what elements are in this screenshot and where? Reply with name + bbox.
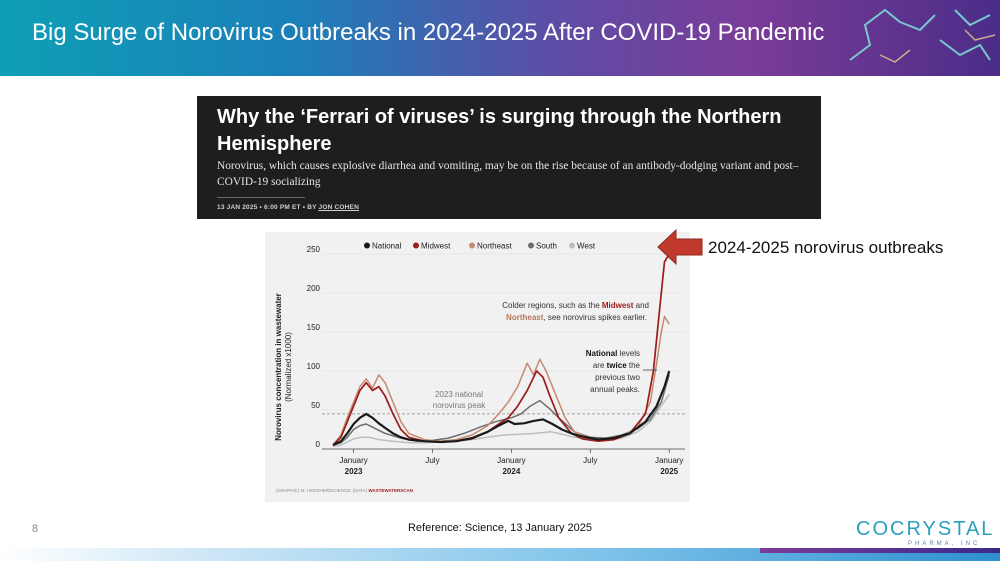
slide-title: Big Surge of Norovirus Outbreaks in 2024… bbox=[32, 19, 825, 46]
legend-dot-national bbox=[364, 242, 370, 249]
reference-label-line1: 2023 national bbox=[435, 390, 483, 399]
annotation-national-levels: National levels are twice the previous t… bbox=[586, 349, 657, 394]
article-by: BY bbox=[307, 204, 317, 211]
company-logo: COCRYSTAL PHARMA, INC bbox=[856, 518, 992, 548]
annotation-national-bold: National bbox=[586, 349, 618, 358]
legend-label-midwest: Midwest bbox=[421, 242, 451, 251]
y-tick-label-150: 150 bbox=[307, 323, 321, 332]
x-tick-month-2: January bbox=[497, 456, 525, 465]
article-divider bbox=[217, 197, 305, 198]
annotation-national-line4: annual peaks. bbox=[590, 385, 640, 394]
footer-accent-bar bbox=[760, 548, 1000, 553]
logo-sub-text: PHARMA, INC bbox=[908, 541, 981, 547]
y-axis-sublabel: (Normalized x1000) bbox=[284, 332, 293, 402]
callout-label: 2024-2025 norovirus outbreaks bbox=[708, 238, 944, 257]
chart-source-prefix: (GRAPHIC) M. HERSHER/SCIENCE; (DATA) bbox=[276, 488, 368, 493]
annotation-colder-pre: Colder regions, such as the bbox=[502, 301, 602, 310]
article-headline: Why the ‘Ferrari of viruses’ is surging … bbox=[217, 106, 782, 155]
y-axis-label: Norovirus concentration in wastewater bbox=[274, 293, 283, 441]
annotation-colder-post: , see norovirus spikes earlier. bbox=[543, 313, 647, 322]
annotation-national-the: the bbox=[627, 361, 641, 370]
meta-separator: • bbox=[302, 204, 308, 211]
annotation-colder-regions: Colder regions, such as the Midwest and … bbox=[502, 301, 649, 322]
x-tick-month-0: January bbox=[339, 456, 367, 465]
meta-separator: • bbox=[259, 204, 265, 211]
legend-label-south: South bbox=[536, 242, 557, 251]
chart-svg: 0 50 100 150 200 250 January 2023 July January 20… bbox=[274, 242, 685, 493]
chart-source-name: WASTEWATERSCAN bbox=[368, 488, 413, 493]
series-line-south bbox=[332, 374, 670, 446]
annotation-national-line1: National levels bbox=[586, 349, 640, 358]
annotation-colder-midwest: Midwest bbox=[602, 301, 634, 310]
annotation-national-levels-text: levels bbox=[617, 349, 640, 358]
annotation-national-line3: previous two bbox=[595, 373, 640, 382]
x-tick-month-4: January bbox=[655, 456, 683, 465]
x-tick-year-4: 2025 bbox=[660, 467, 678, 476]
callout-arrow-icon bbox=[657, 228, 703, 266]
annotation-national-are: are bbox=[593, 361, 607, 370]
y-tick-label-100: 100 bbox=[307, 362, 321, 371]
x-tick-year-0: 2023 bbox=[345, 467, 363, 476]
legend-dot-midwest bbox=[413, 242, 419, 249]
chart-source: (GRAPHIC) M. HERSHER/SCIENCE; (DATA) WAS… bbox=[276, 488, 413, 493]
norovirus-chart: 0 50 100 150 200 250 January 2023 July January 20… bbox=[265, 232, 690, 502]
series-line-national bbox=[332, 370, 671, 447]
y-axis-title: Norovirus concentration in wastewater (N… bbox=[274, 293, 293, 441]
y-tick-label-250: 250 bbox=[307, 245, 321, 254]
annotation-colder-line1: Colder regions, such as the Midwest and bbox=[502, 301, 649, 310]
legend-label-national: National bbox=[372, 242, 402, 251]
annotation-colder-northeast: Northeast bbox=[506, 313, 544, 322]
legend-label-northeast: Northeast bbox=[477, 242, 512, 251]
y-tick-label-200: 200 bbox=[307, 284, 321, 293]
y-tick-label-50: 50 bbox=[311, 401, 320, 410]
reference-label-line2: norovirus peak bbox=[433, 401, 486, 410]
x-tick-year-2: 2024 bbox=[502, 467, 520, 476]
page-number: 8 bbox=[32, 523, 39, 535]
article-byline: 13 JAN 2025 • 6:00 PM ET • BY JON COHEN bbox=[217, 204, 359, 211]
article-header-image: Why the ‘Ferrari of viruses’ is surging … bbox=[197, 96, 821, 219]
legend-dot-northeast bbox=[469, 242, 475, 249]
annotation-colder-and: and bbox=[633, 301, 649, 310]
y-tick-label-0: 0 bbox=[316, 440, 321, 449]
x-tick-month-3: July bbox=[583, 456, 597, 465]
legend-label-west: West bbox=[577, 242, 596, 251]
annotation-colder-line2: Northeast, see norovirus spikes earlier. bbox=[506, 313, 647, 322]
article-time: 6:00 PM ET bbox=[264, 204, 301, 211]
annotation-national-twice: twice bbox=[607, 361, 628, 370]
legend: National Midwest Northeast South West bbox=[364, 242, 596, 251]
logo-main-text: COCRYSTAL bbox=[856, 518, 995, 540]
title-banner: Big Surge of Norovirus Outbreaks in 2024… bbox=[0, 0, 1000, 76]
reference-citation: Reference: Science, 13 January 2025 bbox=[407, 522, 593, 534]
article-date: 13 JAN 2025 bbox=[217, 204, 258, 211]
legend-dot-west bbox=[569, 242, 575, 249]
x-tick-month-1: July bbox=[425, 456, 439, 465]
legend-dot-south bbox=[528, 242, 534, 249]
article-author: JON COHEN bbox=[318, 204, 359, 211]
annotation-national-line2: are twice the bbox=[593, 361, 641, 370]
article-subhead: Norovirus, which causes explosive diarrh… bbox=[217, 160, 799, 188]
footer-gradient-bar bbox=[0, 548, 1000, 561]
molecule-decoration-icon bbox=[849, 8, 996, 63]
